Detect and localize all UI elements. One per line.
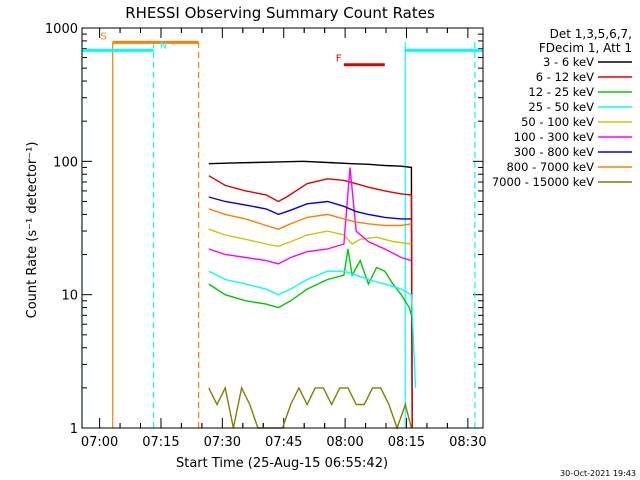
- mode-marker-label: S: [100, 31, 106, 42]
- x-tick-label: 08:30: [449, 435, 486, 450]
- series-line: [208, 385, 413, 431]
- legend-entry-label: 6 - 12 keV: [536, 70, 594, 84]
- chart-title: RHESSI Observing Summary Count Rates: [125, 4, 435, 22]
- x-tick-label: 07:45: [265, 435, 302, 450]
- x-tick-label: 07:00: [81, 435, 118, 450]
- legend-header-line: Det 1,3,5,6,7,: [550, 27, 632, 41]
- series-line: [208, 175, 413, 429]
- legend-entry-label: 50 - 100 keV: [521, 115, 594, 129]
- legend: Det 1,3,5,6,7,FDecim 1, Att 13 - 6 keV6 …: [492, 27, 632, 189]
- x-tick-label: 08:00: [326, 435, 363, 450]
- x-tick-label: 07:15: [142, 435, 179, 450]
- series-line: [208, 228, 412, 248]
- series-line: [208, 196, 412, 220]
- y-axis-label: Count Rate (s⁻¹ detector⁻¹): [25, 142, 40, 319]
- footer-timestamp: 30-Oct-2021 19:43: [560, 469, 636, 478]
- legend-entry-label: 300 - 800 keV: [514, 145, 594, 159]
- legend-entry-label: 25 - 50 keV: [528, 100, 594, 114]
- legend-entry-label: 100 - 300 keV: [514, 130, 594, 144]
- legend-header-line: FDecim 1, Att 1: [539, 41, 632, 55]
- mode-marker-label: F: [336, 54, 342, 65]
- plot-area: S N F: [81, 27, 483, 431]
- series-line: [208, 248, 413, 316]
- y-tick-label: 10: [61, 289, 78, 304]
- series-line: [208, 270, 417, 388]
- legend-entry-label: 12 - 25 keV: [528, 85, 594, 99]
- x-tick-label: 08:15: [388, 435, 425, 450]
- series-line: [208, 167, 412, 265]
- x-tick-label: 07:30: [204, 435, 241, 450]
- series-line: [208, 208, 412, 230]
- x-axis-label: Start Time (25-Aug-15 06:55:42): [176, 456, 388, 471]
- y-tick-label: 1000: [45, 22, 78, 37]
- legend-entry-label: 7000 - 15000 keV: [492, 175, 594, 189]
- y-tick-label: 100: [53, 155, 78, 170]
- legend-entry-label: 800 - 7000 keV: [506, 160, 594, 174]
- plot-frame: [81, 27, 484, 429]
- mode-marker-label: N: [160, 41, 167, 52]
- legend-entry-label: 3 - 6 keV: [543, 55, 594, 69]
- y-tick-label: 1: [70, 422, 78, 437]
- series-line: [208, 160, 413, 429]
